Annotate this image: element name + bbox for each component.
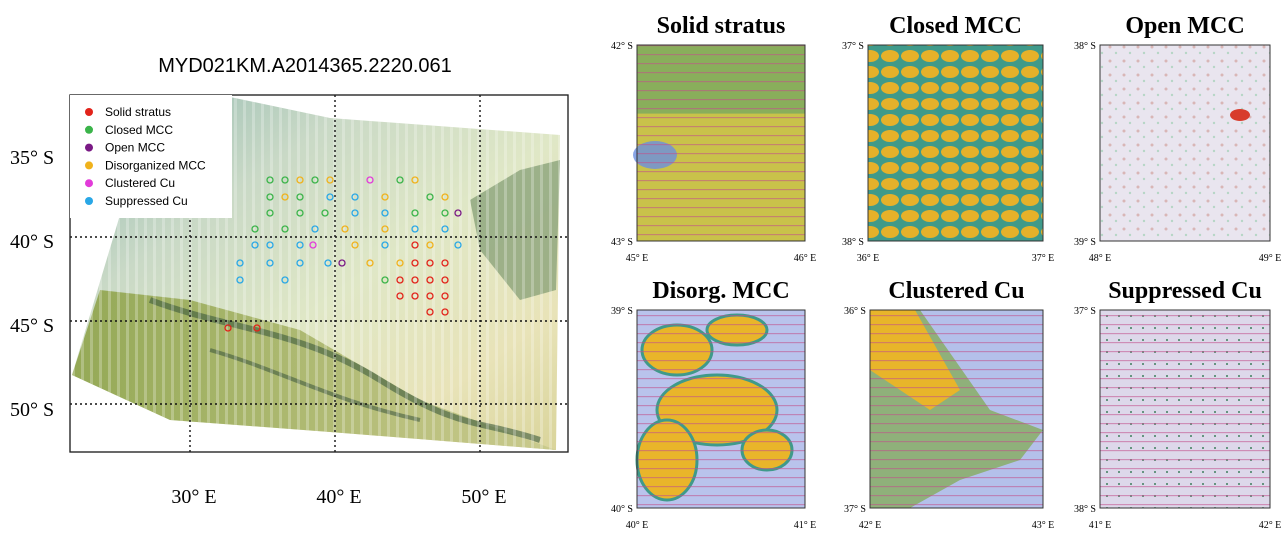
panel-title: Open MCC: [1125, 13, 1244, 39]
lon-label: 50° E: [461, 486, 506, 508]
lon-label: 45° E: [626, 253, 649, 264]
lat-label: 40° S: [10, 231, 54, 253]
lon-label: 48° E: [1089, 253, 1112, 264]
lat-label: 50° S: [10, 399, 54, 421]
lat-label: 38° S: [842, 237, 864, 248]
legend-swatch: [85, 161, 93, 169]
panel: Clustered Cu 36° S 37° S 42° E 43° E: [844, 278, 1054, 531]
legend-label: Closed MCC: [105, 123, 173, 137]
panel-title: Suppressed Cu: [1108, 278, 1262, 304]
scan-lines: [1100, 310, 1270, 508]
lon-label: 46° E: [794, 253, 817, 264]
panel: Open MCC 38° S 39° S 48° E 49° E: [1074, 13, 1281, 264]
map-title: MYD021KM.A2014365.2220.061: [158, 55, 452, 77]
scan-lines: [870, 310, 1043, 508]
panel-image: [1100, 45, 1270, 241]
map: Solid stratus Closed MCC Open MCC Disorgani…: [70, 95, 568, 452]
legend-label: Disorganized MCC: [105, 158, 206, 172]
legend-label: Solid stratus: [105, 105, 171, 119]
panel-title: Solid stratus: [657, 13, 786, 39]
cloud-patch: [1230, 109, 1250, 121]
lat-label: 38° S: [1074, 41, 1096, 52]
legend-label: Clustered Cu: [105, 176, 175, 190]
panel-image: [868, 45, 1043, 241]
lon-label: 43° E: [1032, 520, 1055, 531]
lat-label: 37° S: [842, 41, 864, 52]
legend-swatch: [85, 108, 93, 116]
lat-label: 43° S: [611, 237, 633, 248]
lat-label: 36° S: [844, 306, 866, 317]
lon-label: 40° E: [316, 486, 361, 508]
scan-lines: [637, 310, 805, 508]
panel: Closed MCC 37° S 38° S 36° E 37° E: [842, 13, 1054, 264]
lon-label: 30° E: [171, 486, 216, 508]
legend-label: Open MCC: [105, 141, 165, 155]
figure: MYD021KM.A2014365.2220.061: [0, 0, 1284, 535]
lon-label: 41° E: [1089, 520, 1112, 531]
legend-swatch: [85, 179, 93, 187]
scan-lines: [637, 45, 805, 241]
lat-label: 38° S: [1074, 504, 1096, 515]
legend-label: Suppressed Cu: [105, 194, 188, 208]
legend-swatch: [85, 197, 93, 205]
panel: Solid stratus 42° S 43° S 45° E 46° E: [611, 13, 816, 264]
lon-label: 42° E: [859, 520, 882, 531]
panel-title: Closed MCC: [889, 13, 1022, 39]
lon-label: 36° E: [857, 253, 880, 264]
legend-swatch: [85, 144, 93, 152]
lon-label: 42° E: [1259, 520, 1282, 531]
lat-label: 39° S: [1074, 237, 1096, 248]
lat-label: 39° S: [611, 306, 633, 317]
lat-label: 45° S: [10, 315, 54, 337]
lat-label: 35° S: [10, 147, 54, 169]
panel-title: Clustered Cu: [888, 278, 1024, 304]
lat-label: 40° S: [611, 504, 633, 515]
lon-label: 37° E: [1032, 253, 1055, 264]
legend-swatch: [85, 126, 93, 134]
lon-label: 40° E: [626, 520, 649, 531]
lat-label: 37° S: [1074, 306, 1096, 317]
panel: Disorg. MCC 39° S 40° S 40° E 41° E: [611, 278, 816, 531]
panel: Suppressed Cu 37° S 38° S 41° E 42° E: [1074, 278, 1281, 531]
lon-label: 41° E: [794, 520, 817, 531]
panel-title: Disorg. MCC: [652, 278, 789, 304]
lat-label: 37° S: [844, 504, 866, 515]
lon-label: 49° E: [1259, 253, 1282, 264]
lat-label: 42° S: [611, 41, 633, 52]
